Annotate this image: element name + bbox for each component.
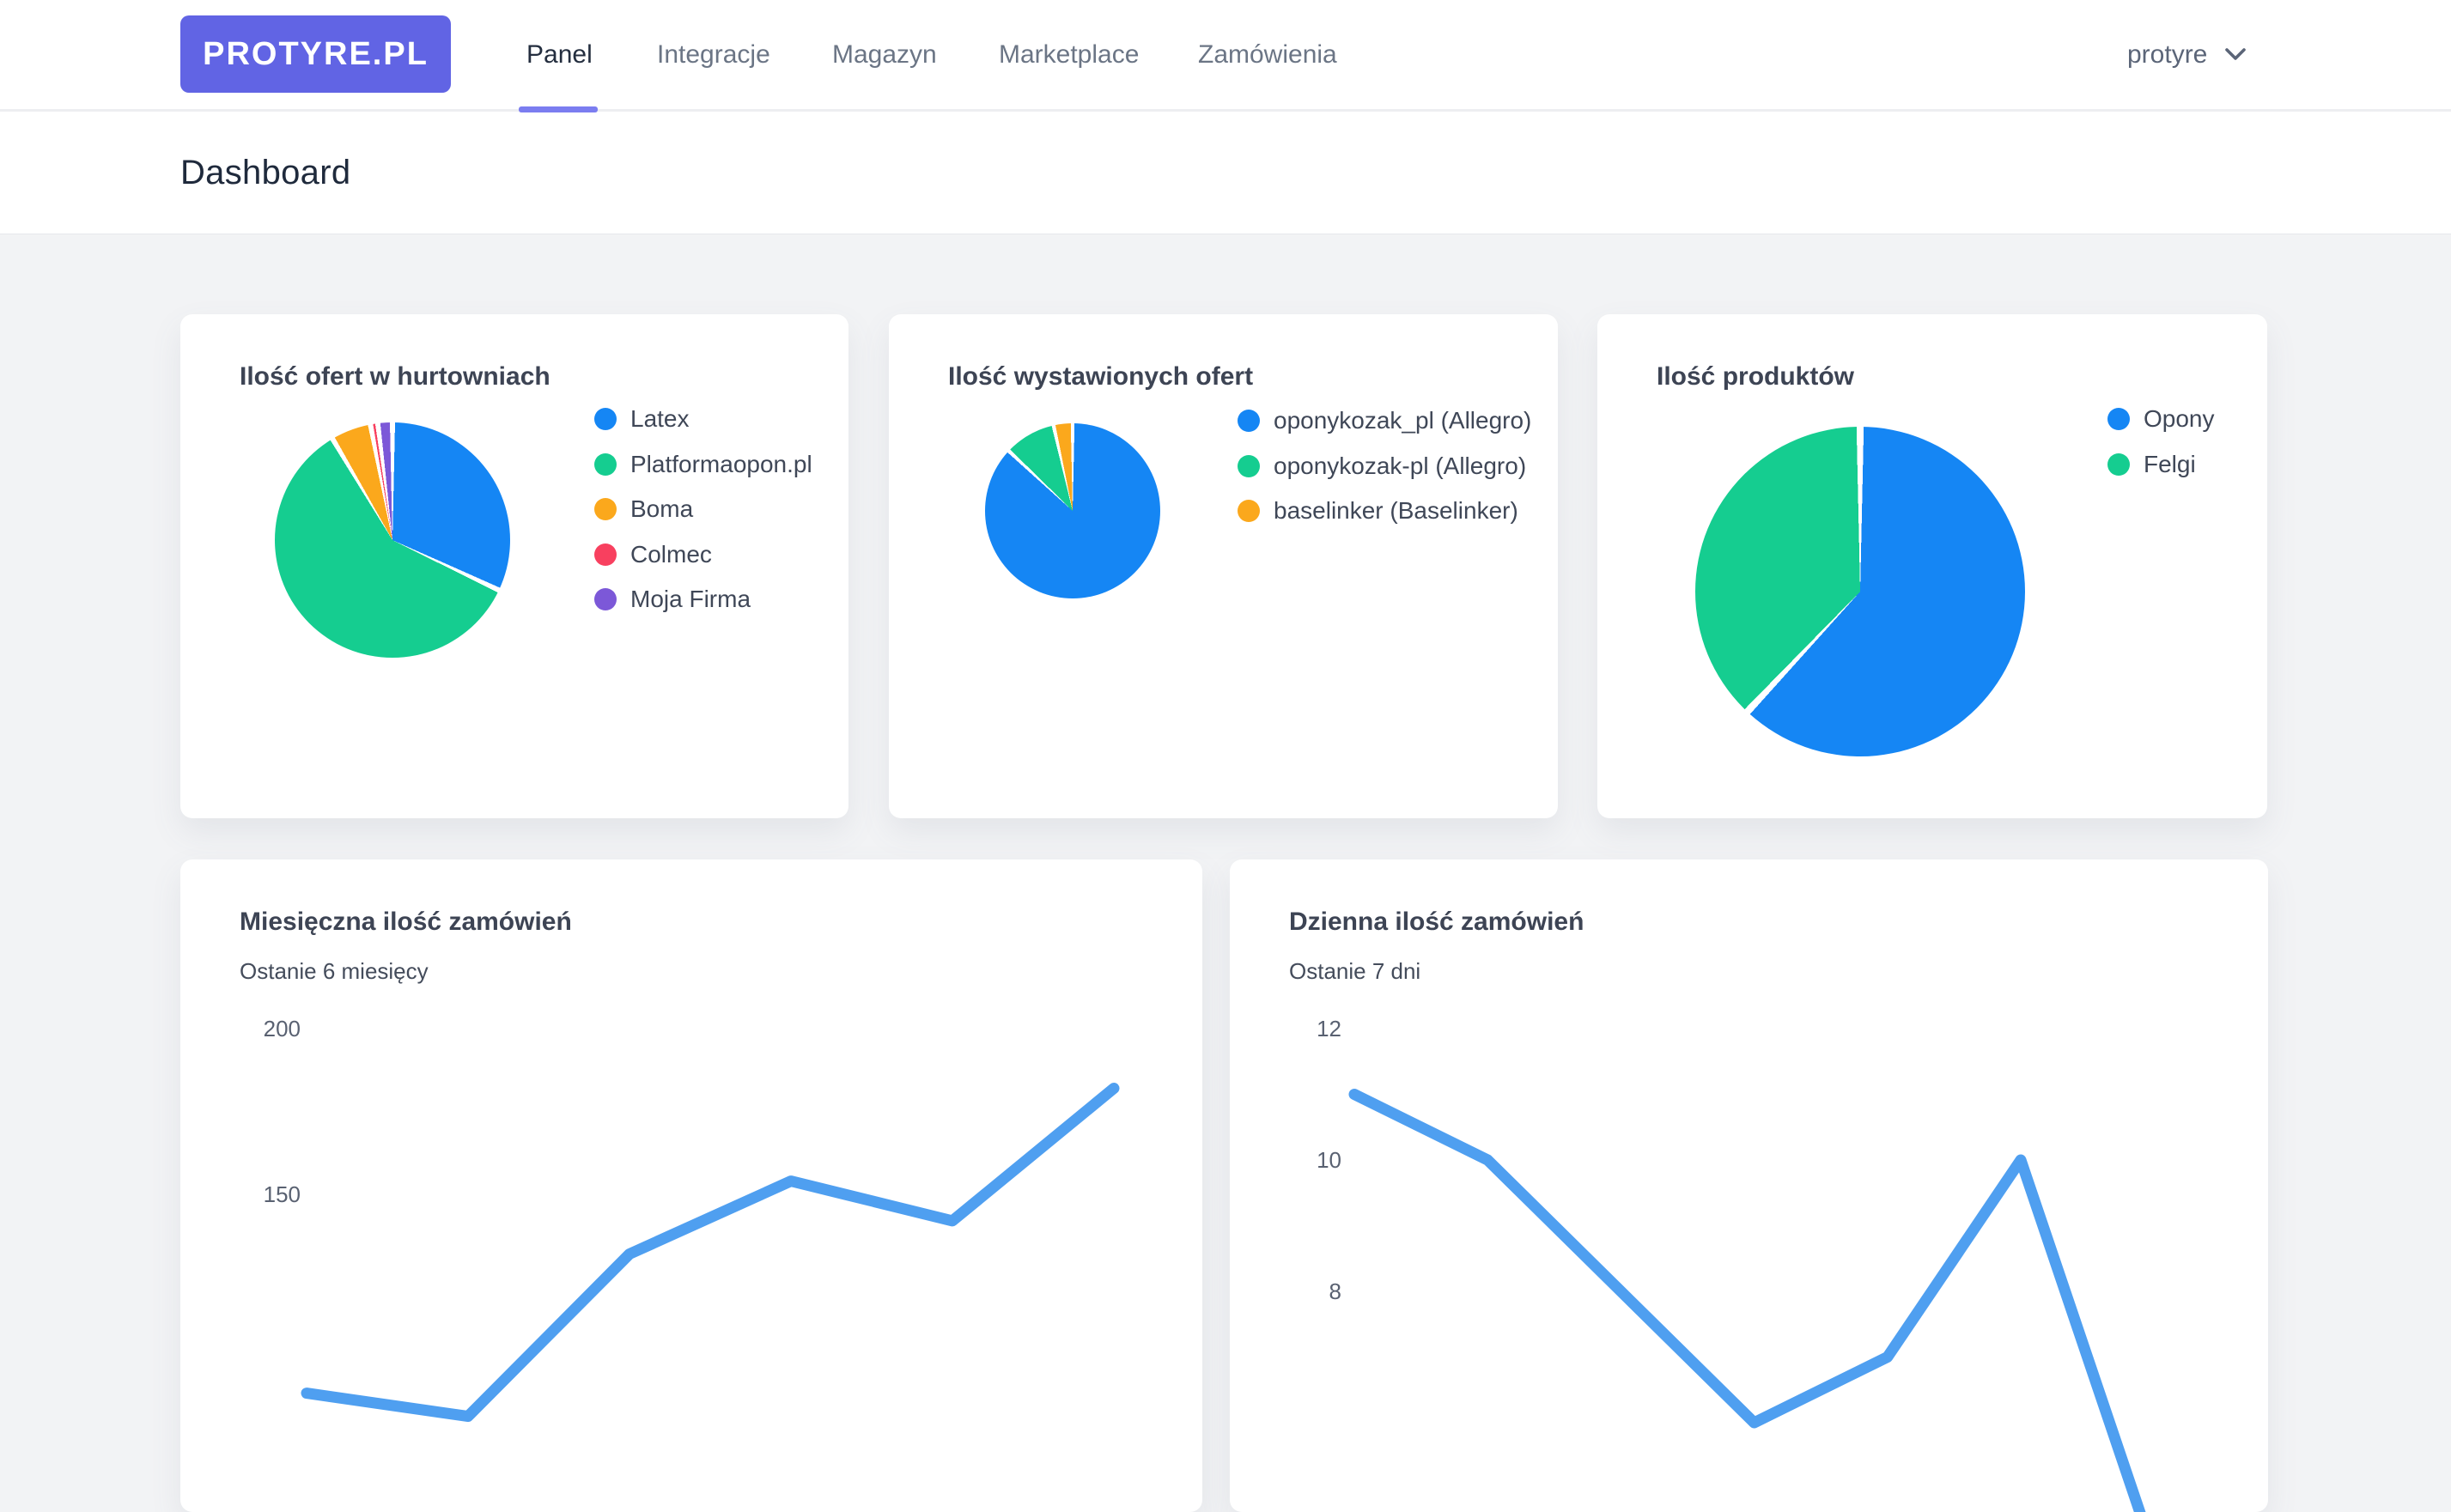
card-title: Ilość wystawionych ofert xyxy=(948,362,1254,391)
legend-dot xyxy=(594,408,617,431)
card-title: Ilość produktów xyxy=(1657,362,1855,391)
card-daily-orders: 12 10 8 Dzienna ilość zamówień Ostanie 7 d… xyxy=(1230,859,2268,1512)
dashboard-main: Ilość ofert w hurtowniach Latex Platform… xyxy=(0,234,2451,1512)
svg-text:8: 8 xyxy=(1329,1278,1341,1304)
card-subtitle: Ostanie 7 dni xyxy=(1289,958,1421,984)
legend-dot xyxy=(2107,452,2130,476)
legend-dot xyxy=(1238,500,1260,523)
card-offers-in-wholesalers: Ilość ofert w hurtowniach Latex Platform… xyxy=(180,314,848,818)
svg-text:10: 10 xyxy=(1317,1147,1341,1173)
legend-label: Colmec xyxy=(630,540,712,568)
line-chart-monthly-orders: 200 150 xyxy=(180,859,1202,1512)
tab-zamowienia-label: Zamówienia xyxy=(1198,39,1337,69)
legend-label: baselinker (Baselinker) xyxy=(1274,497,1518,525)
pie-chart-product-count xyxy=(1695,427,2025,756)
legend-label: Moja Firma xyxy=(630,586,751,613)
legend-label: oponykozak-pl (Allegro) xyxy=(1274,452,1527,479)
tab-marketplace[interactable]: Marketplace xyxy=(999,0,1139,109)
legend-label: Felgi xyxy=(2144,450,2196,477)
legend-dot xyxy=(2107,408,2130,431)
legend-dot xyxy=(594,498,617,521)
legend-dot xyxy=(1238,454,1260,477)
top-navbar: PROTYRE.PL Panel Integracje Magazyn Mark… xyxy=(0,0,2451,112)
tab-magazyn[interactable]: Magazyn xyxy=(832,0,937,109)
legend-dot xyxy=(594,588,617,611)
chevron-down-icon xyxy=(2225,47,2247,60)
tab-marketplace-label: Marketplace xyxy=(999,39,1140,69)
active-tab-underline xyxy=(519,106,598,112)
legend-dot xyxy=(594,543,617,566)
legend-label: oponykozak_pl (Allegro) xyxy=(1274,407,1532,434)
svg-text:12: 12 xyxy=(1317,1016,1341,1041)
brand-logo[interactable]: PROTYRE.PL xyxy=(180,15,451,93)
card-subtitle: Ostanie 6 miesięcy xyxy=(240,958,429,984)
tab-magazyn-label: Magazyn xyxy=(832,39,937,69)
page-header: Dashboard xyxy=(0,112,2451,234)
legend-label: Platformaopon.pl xyxy=(630,450,812,477)
tab-integracje[interactable]: Integracje xyxy=(657,0,770,109)
pie-chart-offers-in-wholesalers xyxy=(275,422,510,658)
card-title: Dzienna ilość zamówień xyxy=(1289,908,1584,936)
legend-label: Boma xyxy=(630,495,694,523)
legend: Latex Platformaopon.pl Boma Colmec Moja … xyxy=(594,397,812,622)
card-listed-offers: Ilość wystawionych ofert oponykozak_pl (… xyxy=(889,314,1558,818)
legend-item-moja-firma[interactable]: Moja Firma xyxy=(594,577,812,622)
legend-label: Latex xyxy=(630,405,690,433)
tab-integracje-label: Integracje xyxy=(657,39,770,69)
tab-panel[interactable]: Panel xyxy=(526,0,593,109)
line-chart-daily-orders: 12 10 8 xyxy=(1230,859,2268,1512)
pie-chart-listed-offers xyxy=(985,423,1160,598)
brand-logo-text: PROTYRE.PL xyxy=(203,35,429,72)
card-product-count: Ilość produktów Opony Felgi xyxy=(1597,314,2267,818)
legend-item-platformaopon[interactable]: Platformaopon.pl xyxy=(594,442,812,488)
legend-dot xyxy=(594,452,617,476)
card-monthly-orders: 200 150 Miesięczna ilość zamówień Ostanie… xyxy=(180,859,1202,1512)
legend-item-felgi[interactable]: Felgi xyxy=(2107,442,2215,488)
page-title: Dashboard xyxy=(180,153,351,191)
legend-label: Opony xyxy=(2144,405,2215,433)
legend: Opony Felgi xyxy=(2107,397,2215,487)
legend: oponykozak_pl (Allegro) oponykozak-pl (A… xyxy=(1238,398,1531,534)
legend-item-colmec[interactable]: Colmec xyxy=(594,532,812,578)
legend-item-opony[interactable]: Opony xyxy=(2107,397,2215,442)
legend-dot xyxy=(1238,410,1260,433)
tab-zamowienia[interactable]: Zamówienia xyxy=(1198,0,1337,109)
card-title: Miesięczna ilość zamówień xyxy=(240,908,572,936)
legend-item-baselinker[interactable]: baselinker (Baselinker) xyxy=(1238,489,1531,534)
legend-item-oponykozak-underscore[interactable]: oponykozak_pl (Allegro) xyxy=(1238,398,1531,444)
svg-text:200: 200 xyxy=(264,1016,301,1041)
user-name: protyre xyxy=(2127,39,2208,69)
legend-item-boma[interactable]: Boma xyxy=(594,487,812,532)
legend-item-latex[interactable]: Latex xyxy=(594,397,812,442)
legend-item-oponykozak-hyphen[interactable]: oponykozak-pl (Allegro) xyxy=(1238,444,1531,489)
user-menu-button[interactable]: protyre xyxy=(2127,0,2247,109)
card-title: Ilość ofert w hurtowniach xyxy=(240,362,550,391)
tab-panel-label: Panel xyxy=(526,39,593,69)
svg-text:150: 150 xyxy=(264,1181,301,1207)
